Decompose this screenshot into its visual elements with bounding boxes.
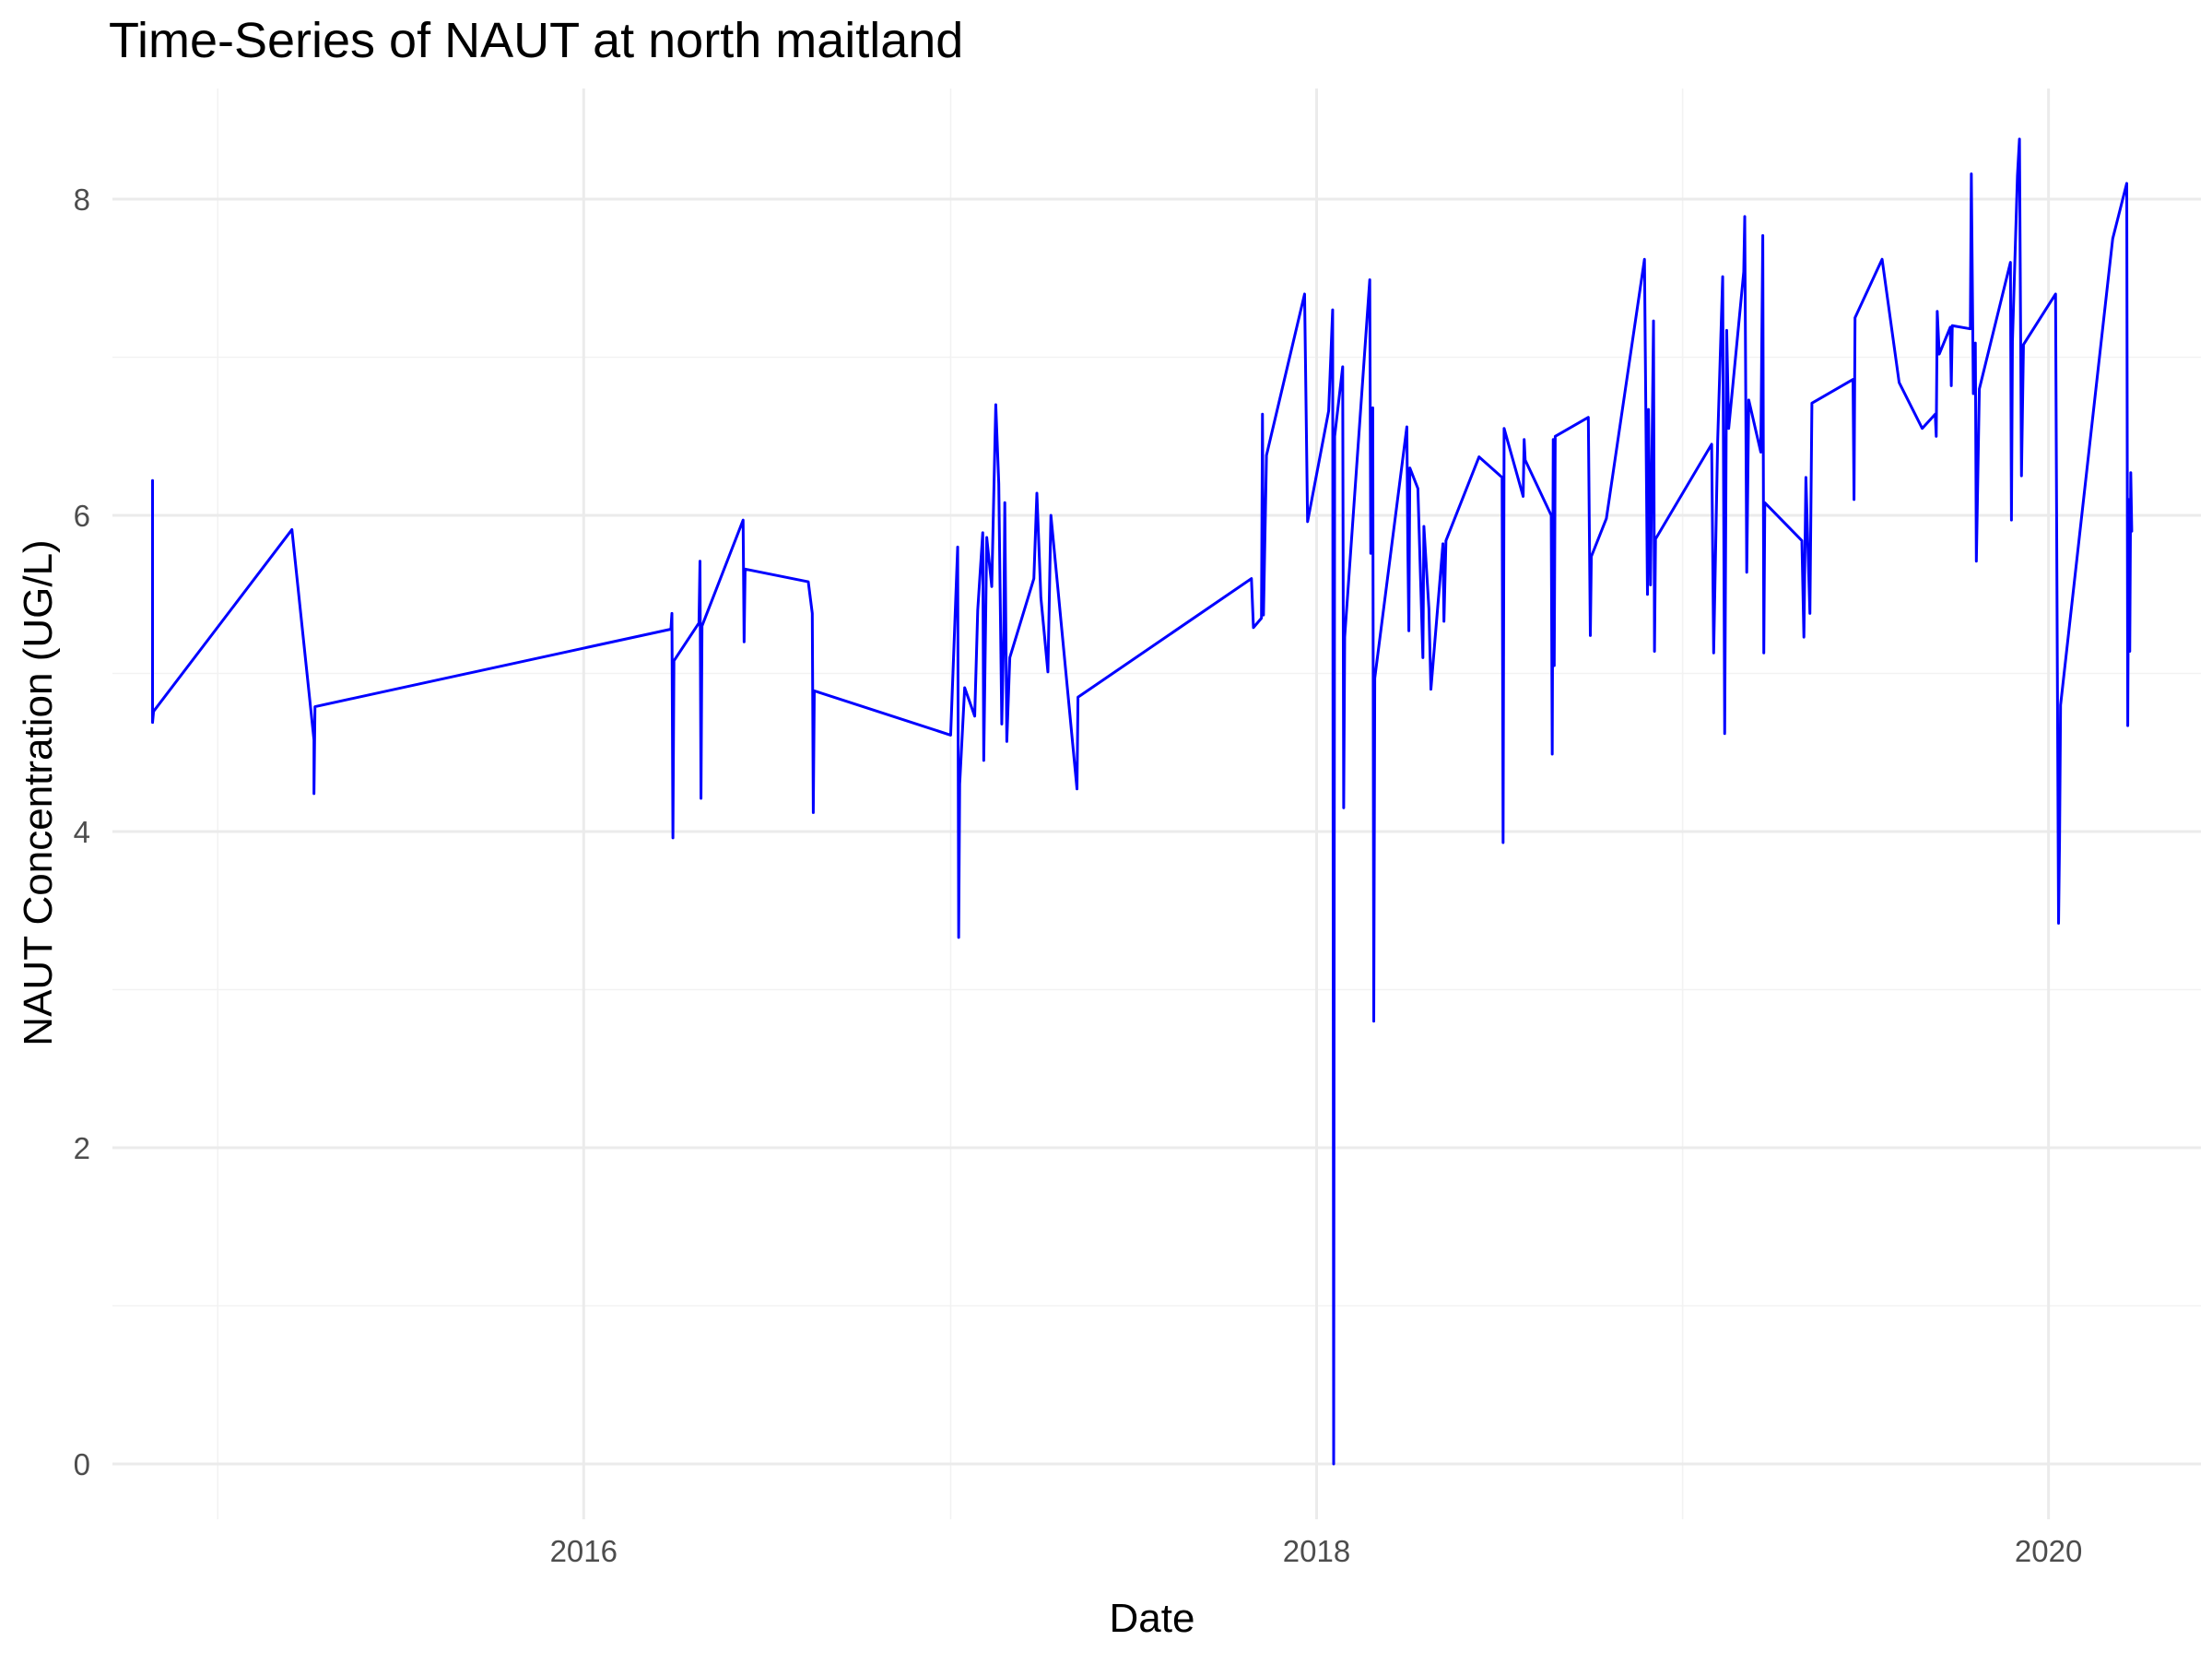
x-tick-label: 2020 — [2015, 1534, 2082, 1568]
y-tick-label: 4 — [74, 815, 90, 849]
x-tick-label: 2016 — [550, 1534, 618, 1568]
y-tick-label: 8 — [74, 183, 90, 217]
y-tick-label: 6 — [74, 499, 90, 533]
grid-lines — [112, 89, 2201, 1519]
series-line — [151, 137, 2134, 1466]
x-tick-label: 2018 — [1283, 1534, 1350, 1568]
chart-title: Time-Series of NAUT at north maitland — [109, 13, 963, 68]
y-axis-ticks: 0 2 4 6 8 — [74, 183, 90, 1481]
y-tick-label: 2 — [74, 1131, 90, 1165]
y-tick-label: 0 — [74, 1447, 90, 1481]
x-axis-ticks: 2016 2018 2020 — [550, 1534, 2083, 1568]
x-axis-title: Date — [1110, 1596, 1195, 1641]
series-layer — [151, 137, 2134, 1466]
y-axis-title: NAUT Concentration (UG/L) — [16, 539, 61, 1045]
